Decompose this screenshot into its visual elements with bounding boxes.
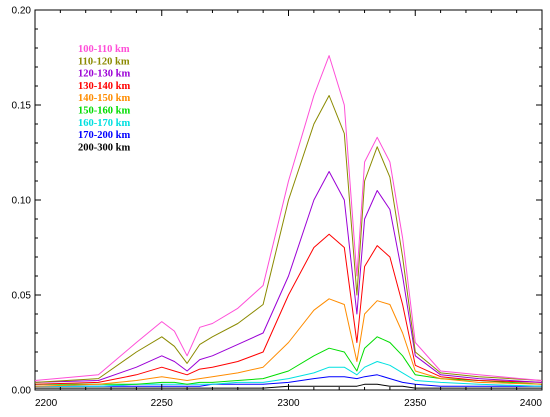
series-line-3 — [34, 233, 543, 385]
legend-entry-3: 130-140 km — [78, 81, 130, 92]
series-line-0 — [34, 55, 543, 381]
x-tick-label-1: 2250 — [151, 398, 174, 409]
x-tick-label-3: 2350 — [404, 398, 427, 409]
y-tick-label-0: 0.00 — [12, 386, 32, 397]
y-tick-label-4: 0.20 — [12, 6, 32, 17]
legend-entry-5: 150-160 km — [78, 106, 130, 117]
series-line-6 — [35, 361, 543, 387]
y-tick-label-3: 0.15 — [12, 101, 32, 112]
series-layer — [34, 55, 543, 389]
legend-entry-8: 200-300 km — [78, 142, 130, 153]
legend-entry-2: 120-130 km — [78, 69, 130, 80]
series-line-1 — [34, 95, 543, 383]
ticks-layer: 2200 2250 2300 2350 2400 0.00 0.05 0.10 0.15 0.20 — [12, 6, 543, 409]
series-line-4 — [34, 298, 543, 387]
series-line-5 — [35, 336, 543, 385]
legend-entry-4: 140-150 km — [78, 93, 130, 104]
legend-entry-1: 110-120 km — [78, 56, 130, 67]
series-line-7 — [35, 374, 542, 387]
x-tick-label-2: 2300 — [277, 398, 300, 409]
series-line-2 — [34, 171, 543, 383]
y-tick-label-1: 0.05 — [12, 291, 32, 302]
y-tick-label-2: 0.10 — [12, 196, 32, 207]
legend-entry-6: 160-170 km — [78, 118, 130, 129]
x-tick-label-4: 2400 — [520, 398, 543, 409]
series-line-8 — [35, 383, 542, 389]
legend-entry-7: 170-200 km — [78, 130, 130, 141]
x-tick-label-0: 2200 — [35, 398, 58, 409]
legend-entry-0: 100-110 km — [78, 44, 130, 55]
